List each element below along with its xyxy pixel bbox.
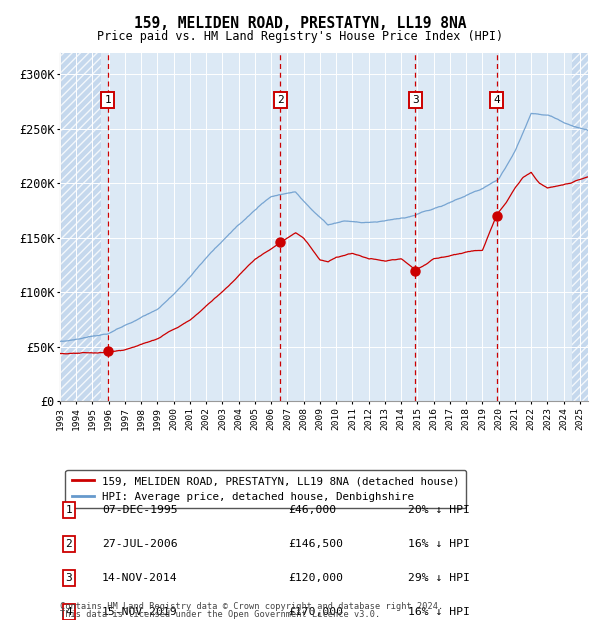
- Text: 3: 3: [412, 95, 419, 105]
- Text: Contains HM Land Registry data © Crown copyright and database right 2024.: Contains HM Land Registry data © Crown c…: [60, 601, 443, 611]
- Text: 14-NOV-2014: 14-NOV-2014: [102, 574, 178, 583]
- Text: 1: 1: [65, 505, 73, 515]
- Legend: 159, MELIDEN ROAD, PRESTATYN, LL19 8NA (detached house), HPI: Average price, det: 159, MELIDEN ROAD, PRESTATYN, LL19 8NA (…: [65, 470, 466, 508]
- Bar: [572, 53, 588, 402]
- Text: 3: 3: [65, 574, 73, 583]
- Bar: [572, 53, 588, 402]
- Text: £146,500: £146,500: [288, 539, 343, 549]
- Text: 159, MELIDEN ROAD, PRESTATYN, LL19 8NA: 159, MELIDEN ROAD, PRESTATYN, LL19 8NA: [134, 16, 466, 30]
- Text: 27-JUL-2006: 27-JUL-2006: [102, 539, 178, 549]
- Text: This data is licensed under the Open Government Licence v3.0.: This data is licensed under the Open Gov…: [60, 609, 380, 619]
- Text: 07-DEC-1995: 07-DEC-1995: [102, 505, 178, 515]
- Text: 20% ↓ HPI: 20% ↓ HPI: [408, 505, 470, 515]
- Text: £170,000: £170,000: [288, 608, 343, 618]
- Text: 2: 2: [65, 539, 73, 549]
- Text: 29% ↓ HPI: 29% ↓ HPI: [408, 574, 470, 583]
- Text: 15-NOV-2019: 15-NOV-2019: [102, 608, 178, 618]
- Text: 4: 4: [493, 95, 500, 105]
- Text: £46,000: £46,000: [288, 505, 336, 515]
- Bar: [60, 53, 101, 402]
- Text: 4: 4: [65, 608, 73, 618]
- Text: Price paid vs. HM Land Registry's House Price Index (HPI): Price paid vs. HM Land Registry's House …: [97, 30, 503, 43]
- Text: 16% ↓ HPI: 16% ↓ HPI: [408, 539, 470, 549]
- Bar: [60, 53, 101, 402]
- Text: 1: 1: [104, 95, 111, 105]
- Text: 16% ↓ HPI: 16% ↓ HPI: [408, 608, 470, 618]
- Text: 2: 2: [277, 95, 284, 105]
- Text: £120,000: £120,000: [288, 574, 343, 583]
